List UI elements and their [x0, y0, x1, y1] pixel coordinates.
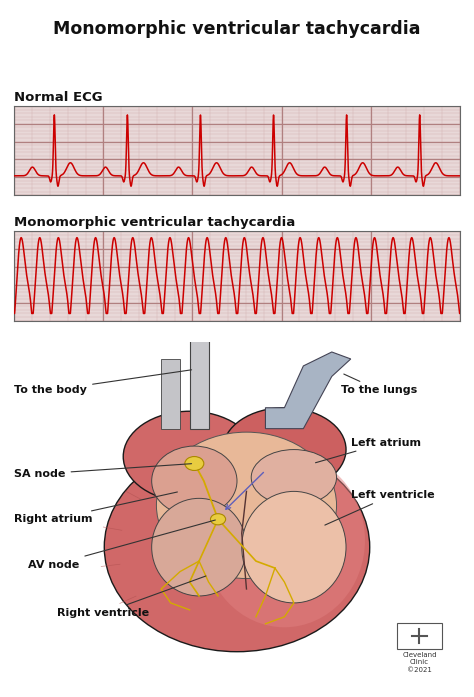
Ellipse shape: [123, 411, 256, 502]
Text: Monomorphic ventricular tachycardia: Monomorphic ventricular tachycardia: [53, 20, 421, 38]
Polygon shape: [265, 352, 351, 429]
Ellipse shape: [152, 498, 246, 596]
Ellipse shape: [223, 408, 346, 491]
Text: Right ventricle: Right ventricle: [57, 576, 206, 618]
Text: AV node: AV node: [28, 520, 215, 569]
Text: Left ventricle: Left ventricle: [325, 490, 434, 525]
Circle shape: [185, 457, 204, 470]
Text: Cleveland
Clinic
©2021: Cleveland Clinic ©2021: [402, 652, 437, 673]
Ellipse shape: [251, 450, 337, 505]
Ellipse shape: [152, 446, 237, 516]
Text: To the body: To the body: [14, 370, 191, 395]
Text: Right atrium: Right atrium: [14, 492, 177, 524]
Ellipse shape: [242, 491, 346, 603]
Text: Monomorphic ventricular tachycardia: Monomorphic ventricular tachycardia: [14, 216, 295, 229]
Ellipse shape: [204, 453, 365, 627]
Ellipse shape: [104, 443, 370, 652]
Polygon shape: [161, 359, 180, 429]
Text: Normal ECG: Normal ECG: [14, 91, 103, 104]
Text: Left atrium: Left atrium: [316, 438, 421, 463]
Circle shape: [210, 514, 226, 525]
Ellipse shape: [156, 432, 337, 579]
Text: SA node: SA node: [14, 464, 191, 479]
Polygon shape: [190, 338, 209, 429]
Text: To the lungs: To the lungs: [341, 374, 418, 395]
Wedge shape: [194, 305, 280, 337]
